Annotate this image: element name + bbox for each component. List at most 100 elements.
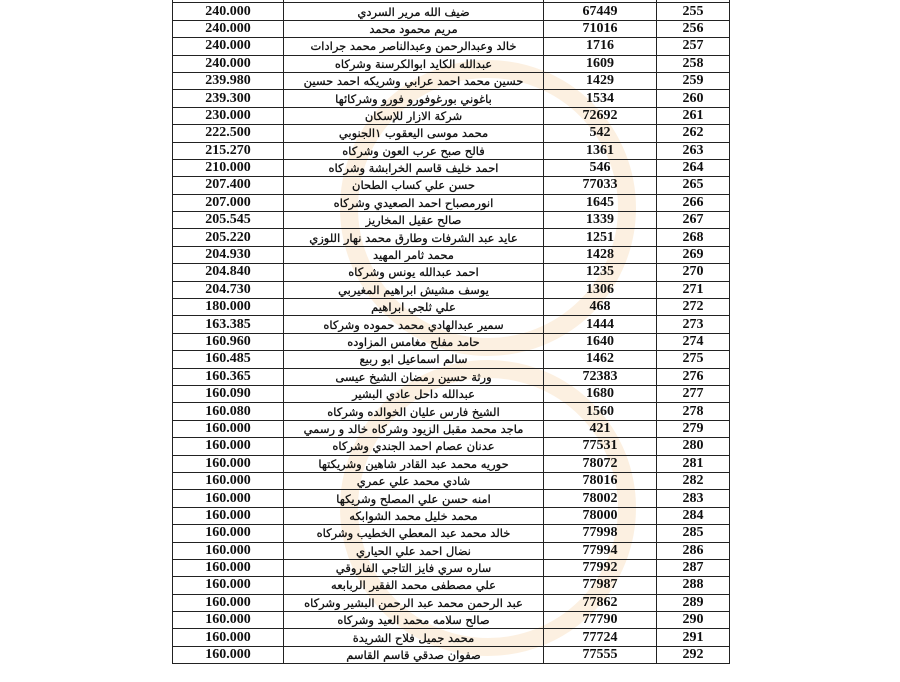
number-cell: 1235 [543,263,657,282]
number-cell: 77724 [543,628,657,647]
amount-cell: 240.000 [172,54,284,73]
table-row: 160.080 الشيخ فارس عليان الخوالده وشركاه 1… [172,402,730,421]
name-cell: صالح سلامه محمد العيد وشركاه [283,611,544,630]
table-row: 163.385 سمير عبدالهادي محمد حموده وشركاه 1… [172,315,730,334]
amount-cell: 160.000 [172,541,284,560]
name-cell: فالح صبح عرب العون وشركاه [283,141,544,160]
amount-cell: 160.000 [172,454,284,473]
name-cell: ساره سري فايز التاجي الفاروقي [283,558,544,578]
amount-cell: 160.960 [172,332,284,352]
number-cell: 421 [543,419,657,439]
index-cell: 265 [656,176,730,195]
name-cell: شركة الازار للإسكان [283,106,544,126]
amount-cell: 240.000 [172,19,284,39]
number-cell: 78000 [543,506,657,526]
number-cell: 77998 [543,524,657,543]
index-cell: 277 [656,384,730,404]
name-cell: شادي محمد علي عمري [283,471,544,491]
table-row: 222.500 محمد موسى اليعقوب ١الجنوبي 542 262 [172,124,730,143]
amount-cell: 160.000 [172,558,284,578]
index-cell: 289 [656,593,730,613]
number-cell: 78016 [543,471,657,491]
index-cell: 281 [656,454,730,473]
amount-cell: 222.500 [172,124,284,143]
number-cell: 1429 [543,71,657,91]
number-cell: 77033 [543,176,657,195]
name-cell: صالح عقيل المخاريز [283,211,544,230]
amount-cell: 160.000 [172,437,284,456]
name-cell: محمد جميل فلاح الشريدة [283,628,544,647]
table-row: 160.000 شادي محمد علي عمري 78016 282 [172,471,730,491]
amount-cell: 160.485 [172,350,284,369]
amount-cell: 160.000 [172,576,284,595]
name-cell: ماجد محمد مقبل الزيود وشركاه خالد و رسمي [283,419,544,439]
amount-cell: 160.365 [172,367,284,386]
index-cell: 266 [656,193,730,213]
name-cell: علي ثلجي ابراهيم [283,298,544,317]
table-row: 160.000 علي مصطفى محمد الفقير الربابعه 779… [172,576,730,595]
table-row: 240.000 خالد وعبدالرحمن وعبدالناصر محمد ج… [172,37,730,56]
index-cell: 259 [656,71,730,91]
number-cell: 77790 [543,611,657,630]
index-cell: 291 [656,628,730,647]
name-cell: احمد خليف قاسم الخرابشة وشركاه [283,158,544,178]
index-cell: 256 [656,19,730,39]
index-cell: 268 [656,228,730,247]
amount-cell: 215.270 [172,141,284,160]
amount-cell: 204.840 [172,263,284,282]
table-row: 160.000 امنه حسن علي المصلح وشريكها 78002 2… [172,489,730,508]
name-cell: امنه حسن علي المصلح وشريكها [283,489,544,508]
amount-cell: 207.400 [172,176,284,195]
name-cell: عدنان عصام احمد الجندي وشركاه [283,437,544,456]
table-row: 180.000 علي ثلجي ابراهيم 468 272 [172,298,730,317]
table-row: 160.000 صفوان صدقي قاسم القاسم 77555 292 [172,645,730,665]
index-cell: 285 [656,524,730,543]
table-row: 160.000 عبد الرحمن محمد عبد الرحمن البشير… [172,593,730,613]
index-cell: 274 [656,332,730,352]
amount-cell: 160.090 [172,384,284,404]
table-row: 240.000 ضيف الله مرير السردي 67449 255 [172,2,730,21]
amount-cell: 160.000 [172,645,284,665]
number-cell: 1251 [543,228,657,247]
number-cell: 1306 [543,280,657,300]
name-cell: حسن علي كساب الطحان [283,176,544,195]
table-row: 160.000 محمد جميل فلاح الشريدة 77724 291 [172,628,730,647]
name-cell: صفوان صدقي قاسم القاسم [283,645,544,665]
index-cell: 279 [656,419,730,439]
name-cell: خالد وعبدالرحمن وعبدالناصر محمد جرادات [283,37,544,56]
table-row: 160.000 عدنان عصام احمد الجندي وشركاه 7753… [172,437,730,456]
name-cell: باغوني بورغوفورو فورو وشركائها [283,89,544,108]
table-row: 160.960 حامد مفلح مغامس المزاوده 1640 274 [172,332,730,352]
amount-cell: 204.930 [172,245,284,265]
number-cell: 72692 [543,106,657,126]
name-cell: انورمصباح احمد الصعيدي وشركاه [283,193,544,213]
index-cell: 264 [656,158,730,178]
amount-cell: 160.000 [172,419,284,439]
name-cell: نضال احمد علي الحياري [283,541,544,560]
number-cell: 1680 [543,384,657,404]
table-row: 160.000 ماجد محمد مقبل الزيود وشركاه خالد… [172,419,730,439]
table-row: 205.220 عايد عبد الشرفات وطارق محمد نهار … [172,228,730,247]
table-row: 160.000 نضال احمد علي الحياري 77994 286 [172,541,730,560]
index-cell: 290 [656,611,730,630]
index-cell: 282 [656,471,730,491]
index-cell: 267 [656,211,730,230]
index-cell: 261 [656,106,730,126]
name-cell: ضيف الله مرير السردي [283,2,544,21]
amount-cell: 160.000 [172,506,284,526]
name-cell: عبدالله داحل عادي البشير [283,384,544,404]
index-cell: 276 [656,367,730,386]
number-cell: 1428 [543,245,657,265]
index-cell: 270 [656,263,730,282]
amount-cell: 160.000 [172,489,284,508]
name-cell: احمد عبدالله يونس وشركاه [283,263,544,282]
name-cell: عايد عبد الشرفات وطارق محمد نهار اللوزي [283,228,544,247]
name-cell: خالد محمد عبد المعطي الخطيب وشركاه [283,524,544,543]
name-cell: حوريه محمد عبد القادر شاهين وشريكتها [283,454,544,473]
name-cell: سمير عبدالهادي محمد حموده وشركاه [283,315,544,334]
number-cell: 542 [543,124,657,143]
number-cell: 1640 [543,332,657,352]
name-cell: محمد موسى اليعقوب ١الجنوبي [283,124,544,143]
index-cell: 272 [656,298,730,317]
number-cell: 1534 [543,89,657,108]
